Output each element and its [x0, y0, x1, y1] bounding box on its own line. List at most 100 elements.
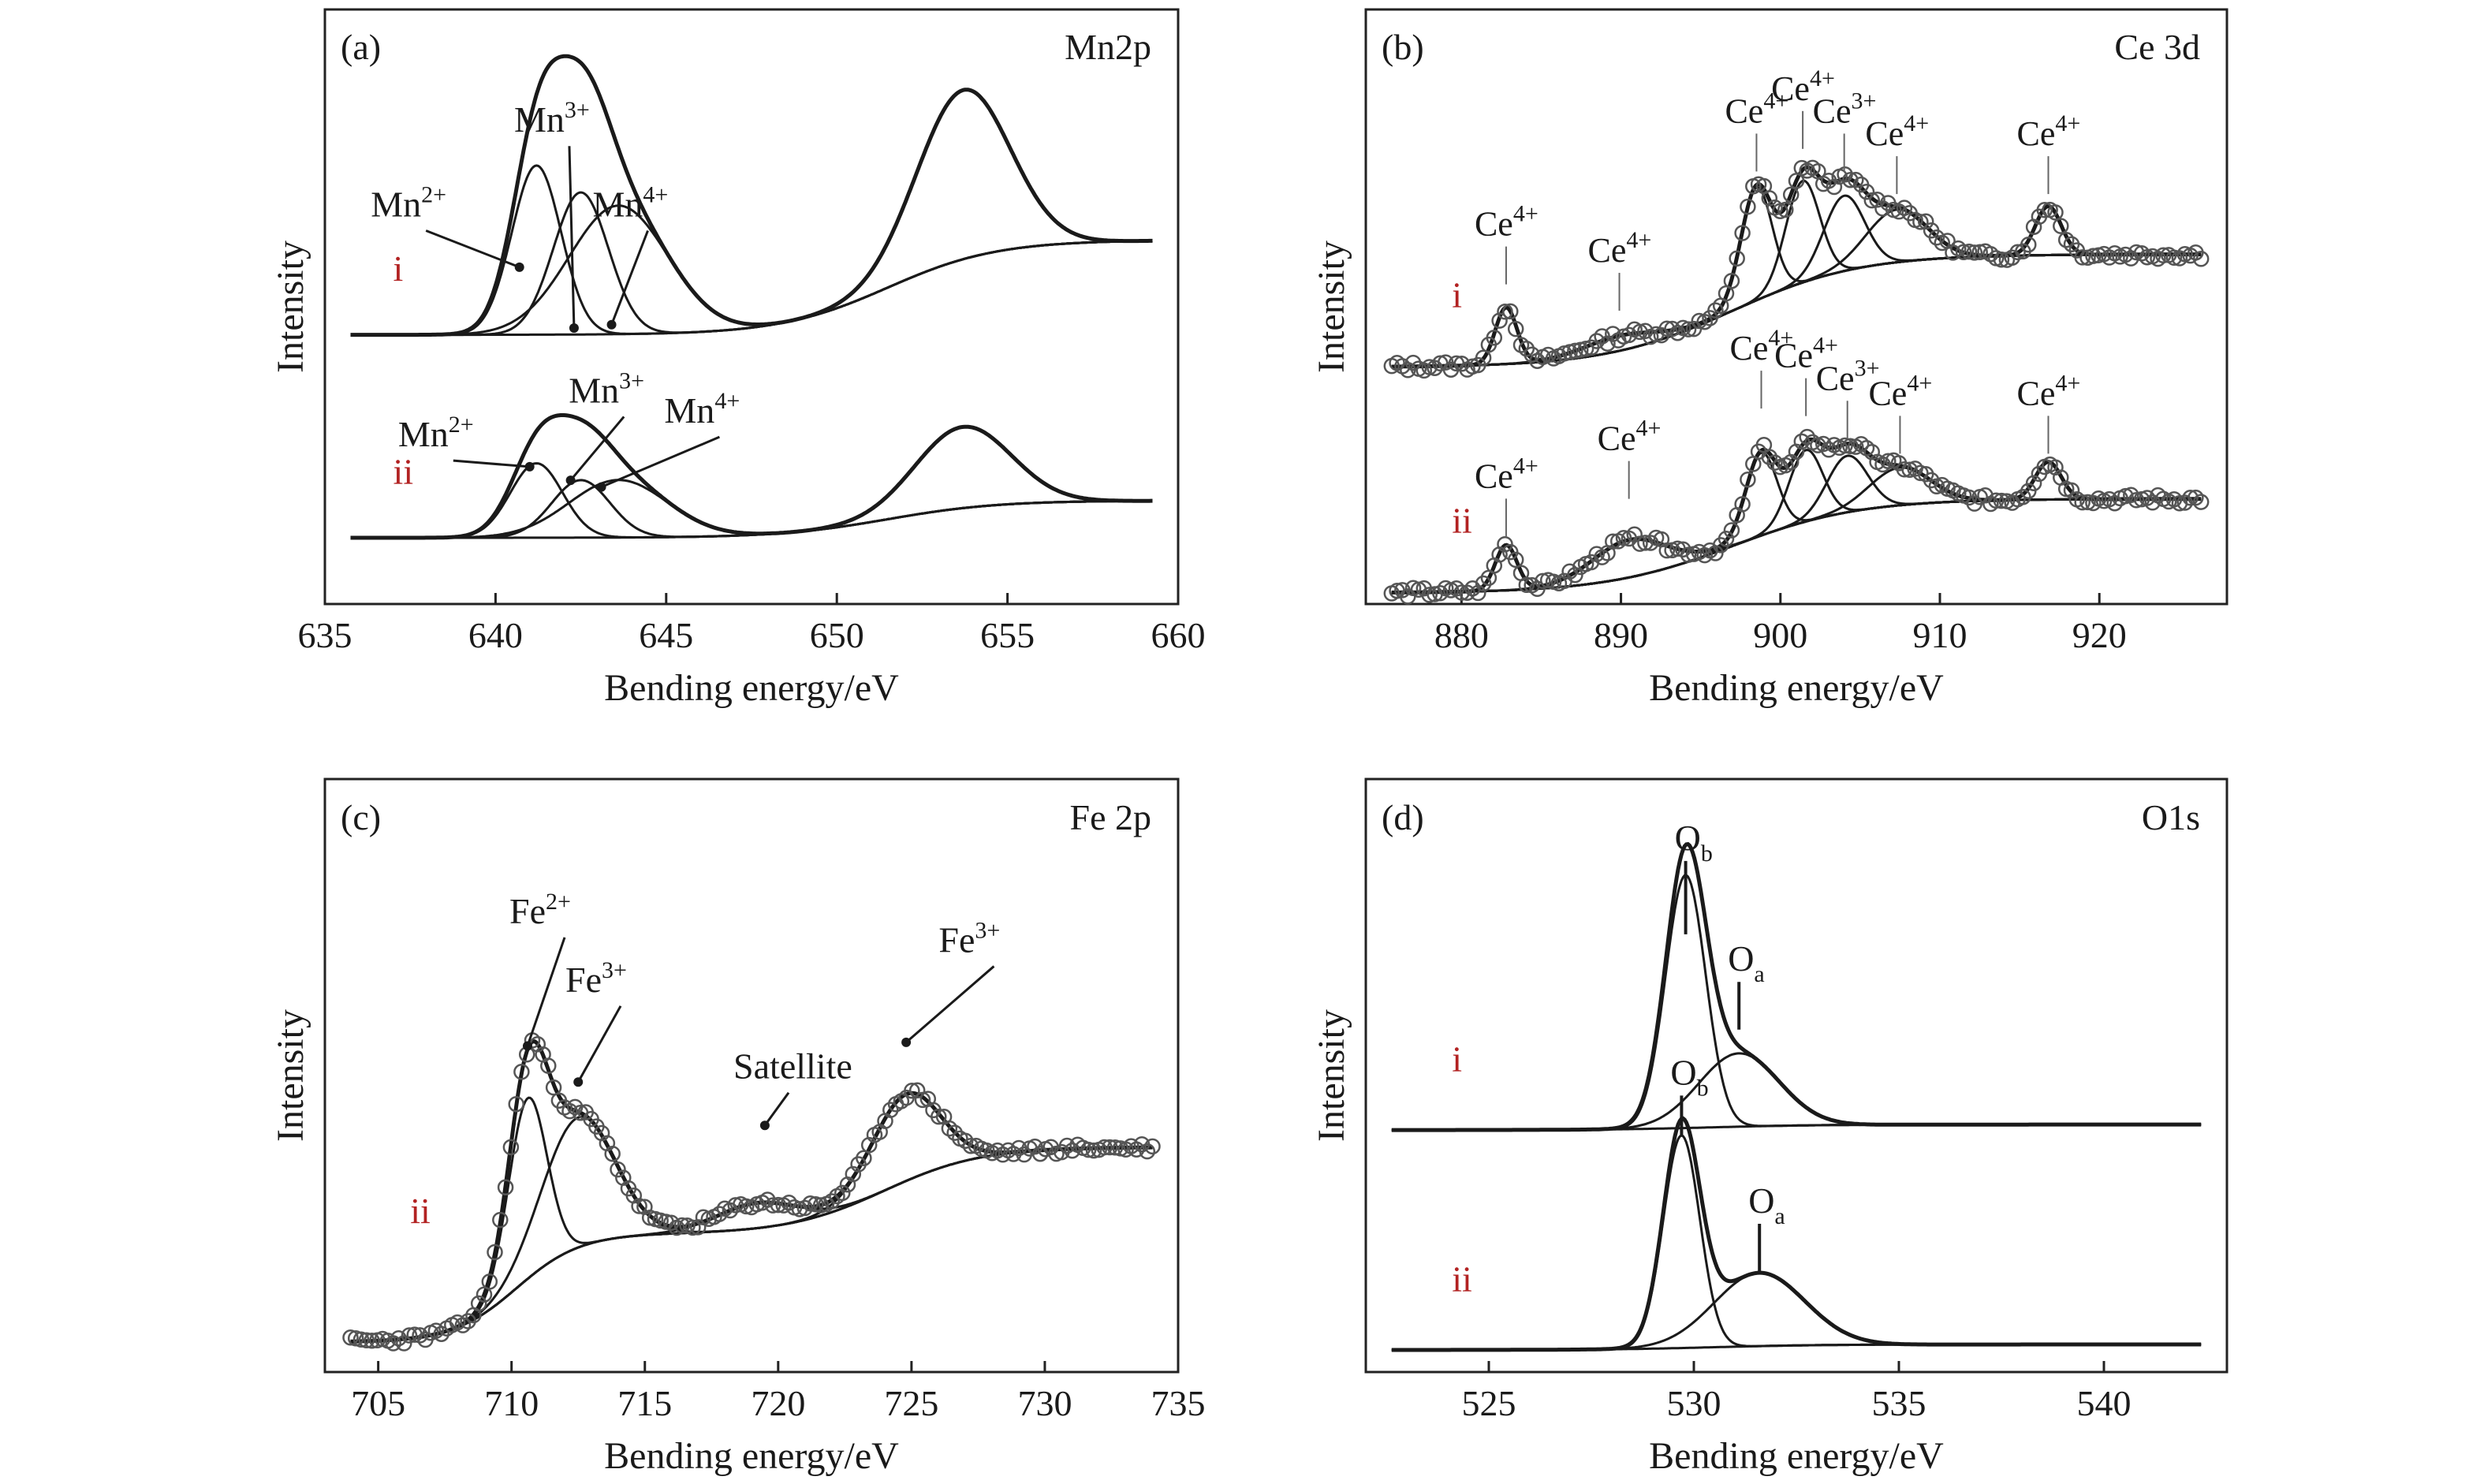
series-ii-envelope [350, 413, 1153, 540]
data-point [845, 1165, 862, 1183]
panel-a-xlabel: Bending energy/eV [604, 667, 899, 709]
data-point [2057, 231, 2075, 248]
data-point [1642, 535, 1659, 551]
data-point [1793, 433, 1811, 450]
data-point [358, 1332, 375, 1349]
data-point [1691, 312, 1708, 330]
peak-label: Ce4+ [1598, 416, 1662, 458]
data-point [2155, 247, 2172, 264]
peak-label: Ce4+ [1725, 88, 1788, 130]
peak-label: Ce4+ [1868, 370, 1932, 412]
data-point [1453, 356, 1470, 372]
data-point [2047, 204, 2064, 221]
panel-d-frame [1364, 777, 2229, 1374]
x-tick-label: 735 [1151, 1383, 1206, 1423]
x-tick-label: 725 [884, 1383, 938, 1423]
data-point [1128, 1141, 1145, 1158]
annotation-arrow [425, 229, 520, 269]
data-point [2139, 490, 2156, 506]
data-point [711, 1206, 728, 1222]
data-point [1475, 575, 1492, 592]
data-point [1518, 576, 1535, 593]
data-point [1842, 438, 1859, 455]
peak-label: Ob [1670, 1052, 1708, 1101]
annotation-label: Mn2+ [371, 181, 446, 224]
annotation-arrowhead [524, 461, 535, 472]
data-point [513, 1064, 530, 1080]
annotation-arrow [905, 965, 995, 1044]
annotation-label: Satellite [733, 1046, 852, 1087]
data-point [770, 1196, 787, 1214]
data-point [1680, 321, 1697, 337]
series-label-ii: ii [393, 451, 414, 491]
data-point [1842, 171, 1859, 188]
data-point [1502, 303, 1519, 320]
data-point [1901, 461, 1918, 478]
peak-label: Ce3+ [1816, 355, 1880, 397]
data-point [727, 1197, 744, 1214]
annotation-arrowhead [565, 475, 576, 486]
data-point [946, 1124, 963, 1141]
data-point [1507, 320, 1524, 337]
series-label-i: i [1452, 1039, 1462, 1079]
data-point [1761, 190, 1778, 207]
data-point [908, 1082, 926, 1099]
x-tick-label: 730 [1017, 1383, 1072, 1423]
peak-label: Ce4+ [1774, 333, 1838, 375]
data-point [1837, 437, 1853, 454]
data-point [1863, 443, 1881, 460]
data-point [1718, 530, 1735, 547]
data-point [1588, 333, 1606, 349]
data-point [2074, 249, 2091, 266]
data-point [1799, 428, 1815, 446]
panel-b-plot: 880 890 900 910 920iCe4+Ce4+Ce4+Ce4+Ce3+Ce4+… [1383, 65, 2210, 655]
data-point [1139, 1143, 1156, 1160]
data-point [1971, 244, 1988, 260]
data-point [1848, 171, 1864, 188]
data-point [2085, 494, 2102, 512]
data-point [433, 1326, 449, 1342]
x-tick-label: 880 [1434, 615, 1489, 655]
x-tick-label: 650 [810, 615, 864, 655]
data-point [882, 1102, 899, 1118]
data-point [1535, 572, 1551, 590]
annotation-arrowhead [522, 1041, 532, 1051]
data-point [941, 1120, 958, 1137]
x-tick-label: 910 [1913, 615, 1967, 655]
peak-label: Oa [1748, 1180, 1785, 1229]
data-point [2020, 236, 2037, 253]
data-point [502, 1139, 520, 1156]
panel-d-ylabel: Intensity [1311, 1009, 1352, 1142]
annotation-arrow [610, 229, 649, 326]
data-point [385, 1335, 401, 1352]
annotation-arrowhead [596, 482, 606, 492]
data-point [1096, 1139, 1113, 1156]
data-point [1453, 584, 1470, 601]
panel-d: (d) O1s Bending energy/eV Intensity 525 5… [1311, 777, 2229, 1477]
data-point [2063, 482, 2080, 499]
data-point [1605, 533, 1621, 550]
annotation-arrowhead [759, 1120, 770, 1131]
annotation-label: Mn4+ [664, 388, 740, 431]
data-point [1955, 244, 1972, 261]
peak-label: Ce4+ [1730, 325, 1794, 367]
annotation-arrow [568, 146, 576, 329]
annotation-label: Fe2+ [509, 889, 571, 931]
data-point [412, 1327, 428, 1344]
x-tick-label: 710 [484, 1383, 539, 1423]
data-point [1615, 529, 1632, 546]
data-point [1621, 326, 1638, 344]
data-point [834, 1184, 851, 1202]
panel-a-plot: 635 640 645 650 655 660iMn2+Mn3+Mn4+iiMn2+Mn3… [298, 54, 1206, 655]
x-tick-label: 645 [639, 615, 693, 655]
data-point [390, 1330, 407, 1347]
data-point [2036, 202, 2053, 218]
data-point [631, 1198, 647, 1214]
x-tick-label: 540 [2077, 1383, 2132, 1423]
data-point [2128, 492, 2145, 509]
series-label-i: i [393, 248, 404, 289]
x-tick-label: 720 [751, 1383, 805, 1423]
panel-d-xlabel: Bending energy/eV [1649, 1435, 1944, 1477]
data-point [2101, 249, 2118, 266]
